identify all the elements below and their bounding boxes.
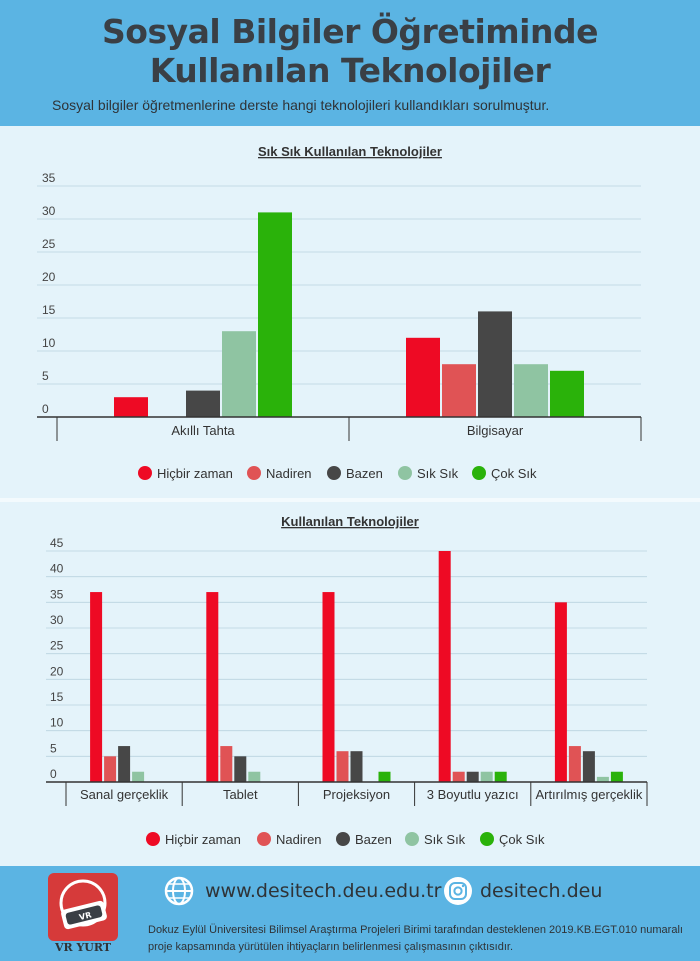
bar-4: [596, 776, 609, 782]
bar-1: [438, 551, 451, 782]
panel-divider: [0, 498, 700, 502]
y-tick-label: 20: [50, 664, 64, 678]
legend-marker: [336, 832, 350, 846]
bar-3: [478, 311, 512, 417]
instagram-handle[interactable]: desitech.deu: [480, 880, 603, 902]
chart-title: Sık Sık Kullanılan Teknolojiler: [258, 144, 442, 159]
legend-label: Bazen: [355, 832, 392, 847]
legend-marker: [398, 466, 412, 480]
y-tick-label: 15: [50, 690, 64, 704]
bar-5: [258, 212, 292, 417]
bar-4: [132, 771, 145, 782]
project-note: Dokuz Eylül Üniversitesi Bilimsel Araştı…: [148, 924, 683, 953]
y-tick-label: 25: [42, 237, 56, 251]
bar-3: [118, 746, 131, 782]
category-label: Projeksiyon: [323, 787, 390, 802]
legend-label: Sık Sık: [424, 832, 466, 847]
bar-5: [550, 370, 584, 417]
bar-5: [494, 771, 507, 782]
bar-4: [222, 331, 256, 417]
bar-1: [90, 592, 103, 782]
y-tick-label: 0: [42, 402, 49, 416]
y-tick-label: 5: [42, 369, 49, 383]
category-label: Bilgisayar: [467, 423, 524, 438]
category-label: Sanal gerçeklik: [80, 787, 169, 802]
legend-label: Nadiren: [266, 466, 312, 481]
y-tick-label: 10: [42, 336, 56, 350]
legend-marker: [472, 466, 486, 480]
bar-1: [406, 337, 440, 417]
page-title-line2: Kullanılan Teknolojiler: [149, 51, 551, 90]
bar-4: [514, 364, 548, 417]
legend-marker: [247, 466, 261, 480]
bar-3: [234, 756, 247, 782]
bar-1: [322, 592, 335, 782]
bar-2: [442, 364, 476, 417]
y-tick-label: 30: [42, 204, 56, 218]
legend-marker: [138, 466, 152, 480]
chart-1: Sık Sık Kullanılan Teknolojiler 0 5 10 15 20 2…: [37, 144, 642, 481]
y-tick-label: 5: [50, 741, 57, 755]
chart-title: Kullanılan Teknolojiler: [281, 514, 419, 529]
chart-2: Kullanılan Teknolojiler 0 5 10 15 20 25 30 35 40 4…: [46, 514, 648, 847]
y-tick-label: 45: [50, 536, 64, 550]
y-tick-label: 0: [50, 767, 57, 781]
bar-5: [378, 771, 391, 782]
bar-2: [452, 771, 465, 782]
legend-label: Sık Sık: [417, 466, 459, 481]
page-subtitle: Sosyal bilgiler öğretmenlerine derste ha…: [52, 97, 550, 113]
bar-2: [336, 751, 349, 782]
globe-icon: [164, 876, 194, 906]
bar-2: [104, 756, 117, 782]
legend-marker: [405, 832, 419, 846]
website-link[interactable]: www.desitech.deu.edu.tr: [205, 880, 442, 902]
legend-marker: [480, 832, 494, 846]
bar-3: [466, 771, 479, 782]
y-tick-label: 35: [50, 587, 64, 601]
vr-headset-icon: VR: [59, 879, 107, 930]
bar-1: [554, 602, 567, 782]
legend-label: Hiçbir zaman: [157, 466, 233, 481]
legend-label: Çok Sık: [499, 832, 545, 847]
legend-label: Bazen: [346, 466, 383, 481]
y-tick-label: 15: [42, 303, 56, 317]
bar-2: [220, 746, 233, 782]
legend-marker: [257, 832, 271, 846]
y-tick-label: 20: [42, 270, 56, 284]
category-label: 3 Boyutlu yazıcı: [427, 787, 519, 802]
logo-text: VR YURT: [54, 941, 112, 954]
chart-panel-1: [0, 126, 700, 498]
bar-4: [480, 771, 493, 782]
bar-4: [248, 771, 261, 782]
chart-panel-2: [0, 502, 700, 866]
bar-3: [350, 751, 363, 782]
bar-1: [206, 592, 219, 782]
instagram-icon: [444, 877, 472, 905]
header-banner: Sosyal Bilgiler Öğretiminde Kullanılan T…: [0, 0, 700, 126]
bar-1: [114, 397, 148, 417]
legend-marker: [327, 466, 341, 480]
page-title-line1: Sosyal Bilgiler Öğretiminde: [102, 12, 598, 51]
y-tick-label: 25: [50, 639, 64, 653]
logo-mark-text: VR: [78, 910, 92, 922]
vr-yurt-logo: VR: [48, 873, 118, 941]
legend-label: Çok Sık: [491, 466, 537, 481]
bar-3: [186, 390, 220, 417]
legend-label: Nadiren: [276, 832, 322, 847]
category-label: Artırılmış gerçeklik: [535, 787, 642, 802]
bar-5: [610, 771, 623, 782]
y-tick-label: 30: [50, 613, 64, 627]
bar-2: [568, 746, 581, 782]
y-tick-label: 35: [42, 171, 56, 185]
bar-3: [582, 751, 595, 782]
charts-svg: Sık Sık Kullanılan Teknolojiler 0 5 10 15 20 2…: [37, 144, 648, 847]
legend-label: Hiçbir zaman: [165, 832, 241, 847]
y-tick-label: 10: [50, 716, 64, 730]
category-label: Akıllı Tahta: [171, 423, 235, 438]
y-tick-label: 40: [50, 562, 64, 576]
legend-marker: [146, 832, 160, 846]
category-label: Tablet: [223, 787, 258, 802]
